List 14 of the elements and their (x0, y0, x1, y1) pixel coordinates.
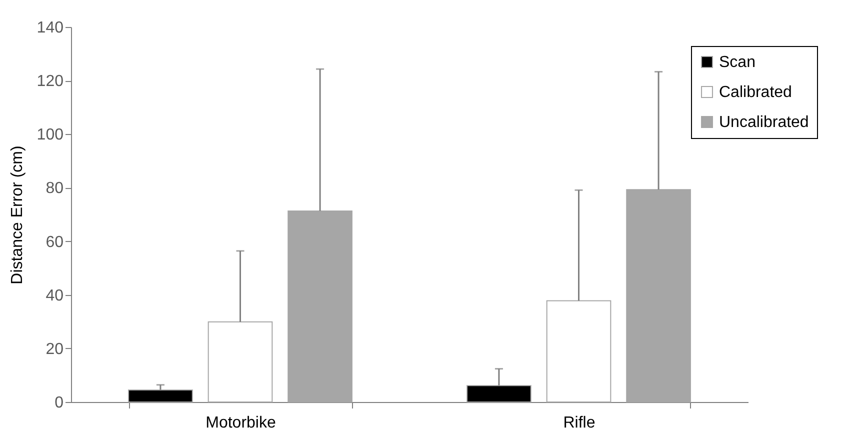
y-axis-title: Distance Error (cm) (8, 146, 26, 284)
legend-label: Scan (719, 54, 756, 71)
y-tick-label: 100 (36, 126, 64, 144)
legend-label: Uncalibrated (719, 114, 809, 131)
y-tick-label: 0 (54, 394, 64, 412)
y-tick-label: 40 (46, 287, 64, 304)
x-tick-label: Motorbike (206, 414, 276, 428)
x-tick-label: Rifle (563, 414, 596, 428)
y-tick-label: 120 (36, 73, 64, 90)
y-tick-label: 60 (46, 234, 64, 251)
y-tick-label: 20 (46, 340, 64, 358)
legend-label: Calibrated (719, 84, 792, 101)
y-tick-label: 140 (36, 20, 64, 36)
y-tick-label: 80 (46, 180, 64, 198)
